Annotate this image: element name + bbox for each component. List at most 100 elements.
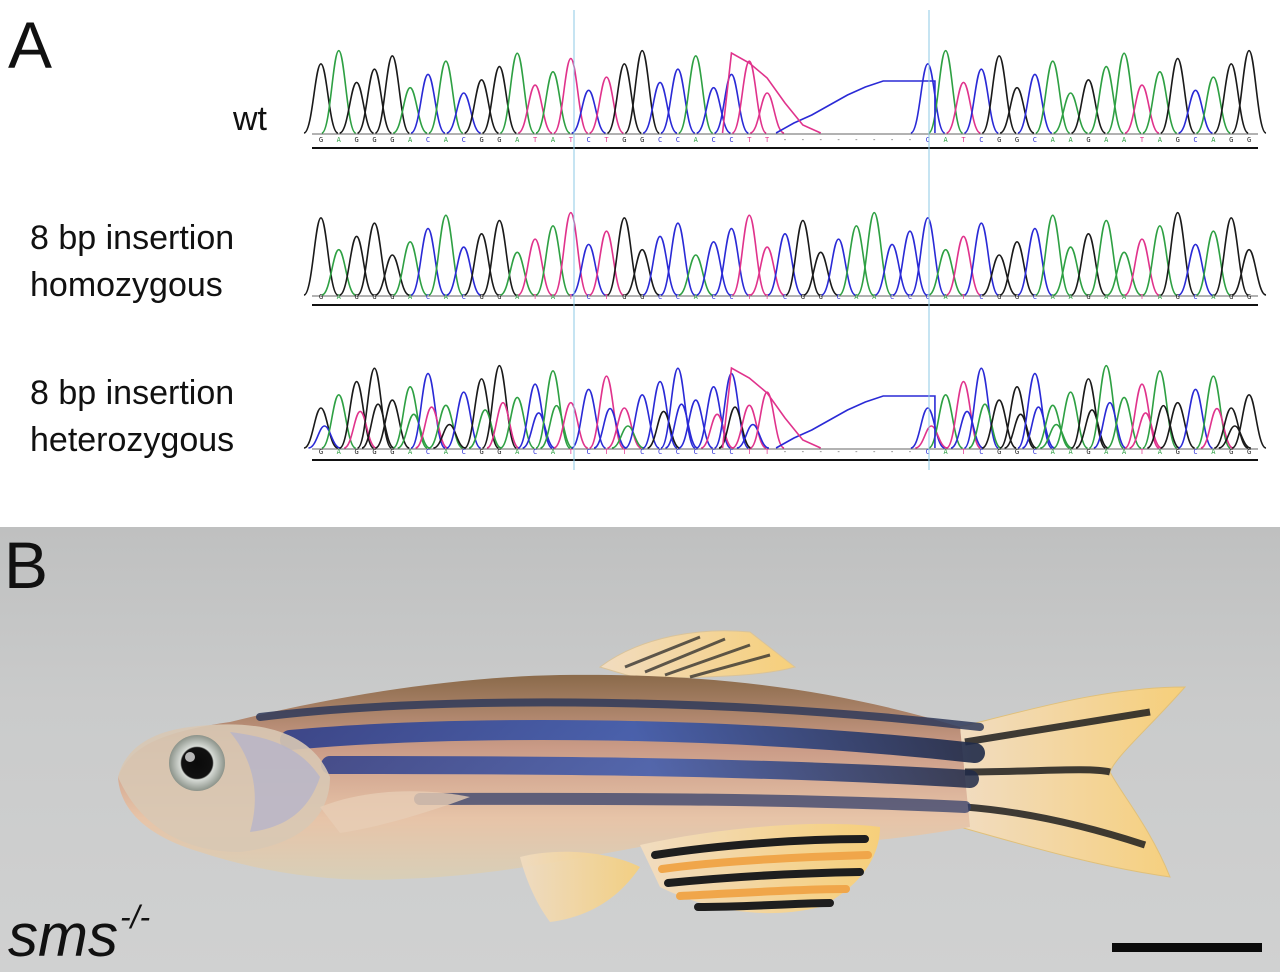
sequence-base: G: [479, 448, 483, 456]
sequence-base: A: [337, 448, 342, 456]
sequence-base: G: [997, 136, 1001, 144]
sequence-base: A: [551, 136, 556, 144]
chromatogram-peak: [928, 248, 964, 296]
sequence-base: T: [569, 293, 574, 301]
chromatogram-peak: [338, 380, 375, 449]
sequence-base: G: [640, 136, 644, 144]
sequence-base: A: [337, 136, 342, 144]
sequence-base: C: [1033, 136, 1037, 144]
chromatogram-peak: [731, 214, 768, 296]
chromatogram-peak: [553, 401, 589, 449]
sequence-base: A: [872, 293, 877, 301]
secondary-peak: [415, 406, 449, 449]
sequence-base: G: [1229, 136, 1233, 144]
chromatogram-peak: [338, 235, 375, 296]
sequence-base: -: [819, 448, 823, 456]
chromatogram-peak: [374, 55, 411, 134]
chromatogram-peak: [517, 84, 553, 134]
chromatogram-peak: [571, 243, 607, 296]
secondary-peak: [540, 404, 574, 449]
chromatogram-peak: [374, 254, 410, 296]
chromatogram-peak: [570, 388, 607, 449]
chromatogram-peak: [321, 393, 357, 449]
trace-label-homozygous: 8 bp insertion homozygous: [30, 215, 234, 309]
secondary-peak: [1146, 404, 1180, 449]
sequence-base: -: [783, 448, 787, 456]
chromatogram-peak: [339, 81, 374, 134]
chromatogram-peak: [660, 367, 696, 449]
chromatogram-peak: [892, 230, 928, 296]
chromatogram-peak: [803, 251, 839, 296]
chromatogram-peak: [303, 217, 339, 296]
chromatogram-peak: [910, 217, 946, 296]
sequence-base: T: [1140, 448, 1145, 456]
sequence-base: T: [961, 448, 966, 456]
sequence-base: G: [319, 136, 323, 144]
chromatogram-peak: [303, 63, 339, 134]
sequence-base: A: [515, 448, 520, 456]
sequence-base: C: [926, 293, 930, 301]
sequence-base: C: [462, 293, 466, 301]
chromatogram-peak: [446, 92, 482, 134]
chromatogram-peak: [1159, 57, 1196, 134]
chromatogram-peak: [1088, 219, 1125, 296]
chromatogram-peak: [910, 63, 946, 134]
chromatogram-peak: [499, 52, 535, 134]
sequence-base: C: [658, 448, 662, 456]
chromatogram-peak: [303, 407, 339, 449]
chromatogram-peak: [588, 230, 625, 296]
sequence-base: G: [1015, 293, 1019, 301]
chromatogram-peak: [553, 211, 589, 296]
stripe-middle: [280, 720, 985, 763]
dorsal-fin: [598, 630, 797, 680]
secondary-peak: [736, 423, 770, 449]
chromatogram-peak: [410, 73, 446, 134]
secondary-peak: [611, 425, 645, 449]
sequence-base: T: [747, 293, 752, 301]
sequence-base: G: [479, 136, 483, 144]
chromatogram-peak: [999, 386, 1035, 449]
chromatogram-peak: [606, 217, 643, 296]
chromatogram-peak: [481, 364, 518, 449]
sequence-base: G: [355, 448, 359, 456]
sequence-base: C: [711, 448, 715, 456]
sequence-base: C: [658, 136, 662, 144]
sequence-base: G: [997, 293, 1001, 301]
secondary-peak: [664, 403, 698, 449]
chromatogram-peak: [1017, 227, 1053, 296]
sequence-base: A: [551, 448, 556, 456]
scale-bar: [1112, 943, 1262, 952]
chromatogram-peak: [606, 63, 643, 134]
sequence-base: T: [747, 448, 752, 456]
sequence-base: A: [694, 293, 699, 301]
trace-label-line: wt: [233, 100, 267, 138]
sequence-base: G: [497, 293, 501, 301]
chromatogram-peak: [1231, 393, 1267, 449]
sequence-base: A: [515, 136, 520, 144]
sequence-base: C: [729, 448, 733, 456]
chromatogram-peak: [981, 399, 1017, 449]
chromatogram-peak: [392, 386, 428, 449]
chromatogram-peak: [1035, 60, 1071, 134]
sequence-base: A: [1051, 136, 1056, 144]
chromatogram-peak: [481, 219, 518, 296]
chromatogram-peak: [678, 55, 714, 134]
chromatogram-peak: [696, 86, 731, 134]
trace-label-line: 8 bp insertion: [30, 374, 235, 412]
sequence-base: G: [390, 136, 394, 144]
chromatogram-peak: [1106, 52, 1142, 134]
sequence-base: G: [1229, 293, 1233, 301]
sequence-base: A: [1158, 136, 1163, 144]
sequence-base: A: [444, 136, 449, 144]
genotype-label: sms-/-: [8, 901, 150, 966]
chromatogram-peak: [517, 383, 553, 449]
sequence-base: G: [1176, 448, 1180, 456]
chromatogram-peak: [1017, 73, 1053, 134]
zebrafish-photo: [118, 630, 1187, 922]
chromatogram-peak: [1178, 89, 1213, 134]
chromatogram-peak: [1124, 84, 1160, 134]
sequence-base: T: [961, 136, 966, 144]
chromatogram-peak: [1142, 71, 1178, 134]
secondary-peak: [468, 409, 502, 449]
chromatogram-peak: [428, 404, 464, 449]
